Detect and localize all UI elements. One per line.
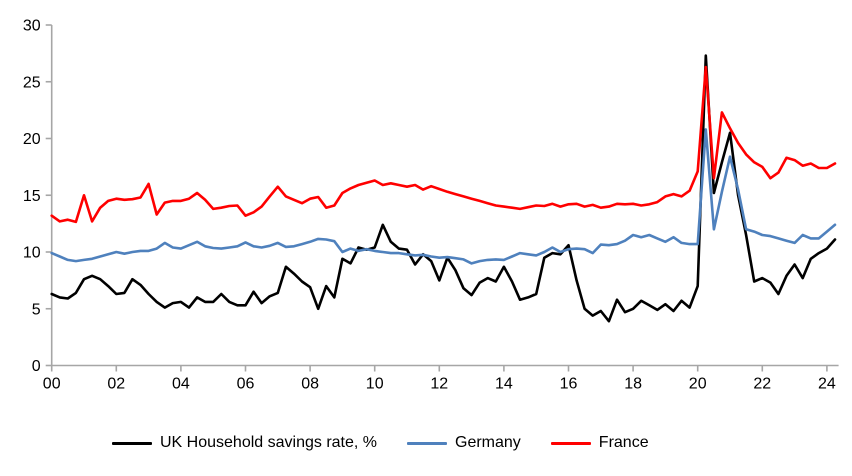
- y-tick-label: 5: [32, 301, 41, 318]
- x-tick-label: 18: [624, 376, 642, 393]
- series-line-uk-household-savings-rate: [50, 54, 837, 323]
- y-tick-label: 25: [23, 74, 41, 91]
- x-tick-label: 20: [689, 376, 707, 393]
- y-tick-label: 0: [32, 358, 41, 375]
- uk-line-swatch: [112, 441, 152, 445]
- x-tick-label: 24: [818, 376, 836, 393]
- x-tick-label: 00: [43, 376, 61, 393]
- x-tick-label: 08: [301, 376, 319, 393]
- y-tick-label: 15: [23, 188, 41, 205]
- y-tick-label: 20: [23, 131, 41, 148]
- france-line-swatch: [550, 441, 591, 445]
- x-tick-label: 12: [430, 376, 448, 393]
- y-tick-label: 10: [23, 245, 41, 262]
- legend-label-germany: Germany: [455, 434, 521, 451]
- x-tick-label: 10: [366, 376, 384, 393]
- legend-item-france: France: [550, 434, 649, 452]
- chart-legend: UK Household savings rate, % Germany Fra…: [112, 430, 752, 456]
- x-tick-label: 06: [237, 376, 255, 393]
- series-line-germany: [50, 128, 837, 265]
- legend-item-germany: Germany: [407, 434, 521, 452]
- legend-item-uk: UK Household savings rate, %: [112, 434, 377, 452]
- series-line-france: [50, 65, 837, 224]
- germany-line-swatch: [407, 441, 447, 445]
- legend-label-france: France: [598, 434, 649, 451]
- x-tick-label: 02: [107, 376, 125, 393]
- legend-label-uk: UK Household savings rate, %: [160, 434, 377, 451]
- x-tick-label: 22: [753, 376, 771, 393]
- x-tick-label: 16: [560, 376, 578, 393]
- x-tick-label: 14: [495, 376, 513, 393]
- x-tick-label: 04: [172, 376, 190, 393]
- y-tick-label: 30: [23, 18, 41, 35]
